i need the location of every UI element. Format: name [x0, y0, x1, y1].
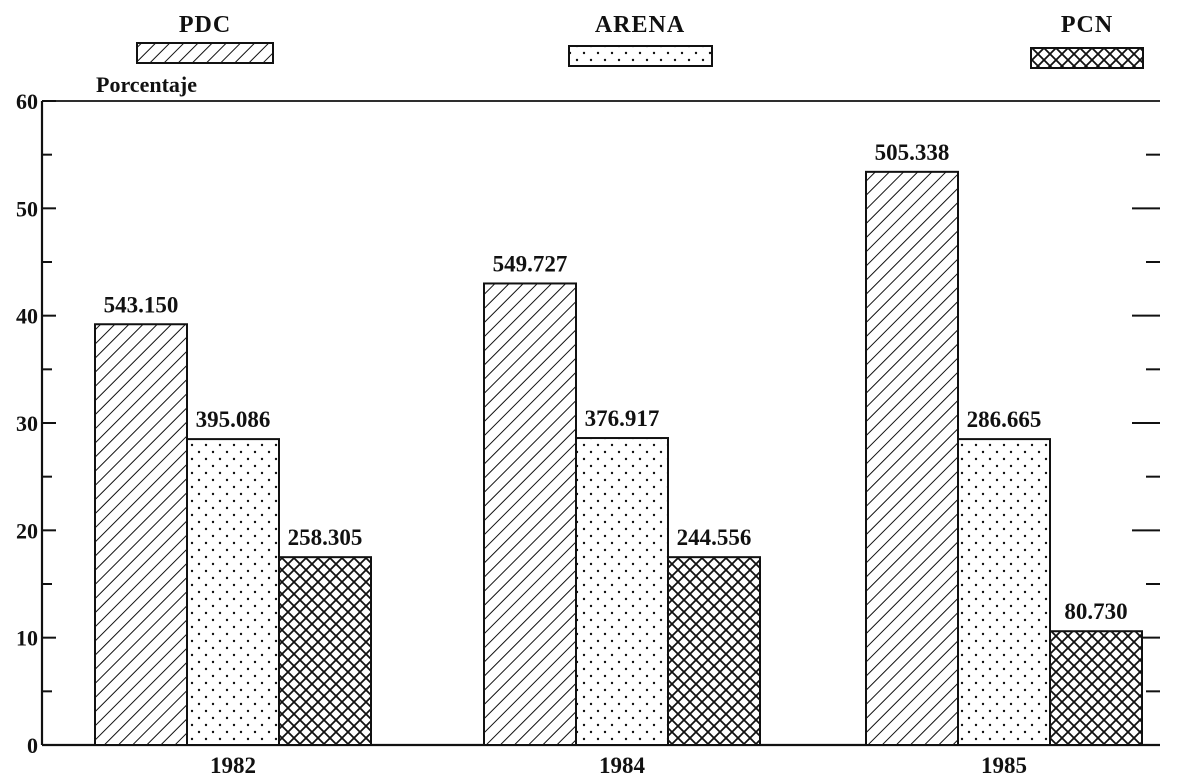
bar-arena-1984	[575, 437, 669, 746]
bar-pdc-1985	[865, 170, 959, 746]
y-tick-label: 0	[27, 733, 38, 758]
data-label-pdc-1982: 543.150	[104, 292, 179, 317]
x-tick-label: 1982	[210, 753, 256, 778]
bar-pdc-1982	[94, 323, 188, 746]
x-tick-label: 1984	[599, 753, 646, 778]
y-tick-label: 50	[16, 196, 38, 221]
legend: PDC ARENA PCN	[136, 12, 1144, 69]
bars	[94, 170, 1143, 747]
legend-label-pcn: PCN	[1061, 12, 1113, 38]
y-tick-label: 10	[16, 626, 38, 651]
y-axis-label: Porcentaje	[96, 72, 197, 97]
bar-pcn-1985	[1049, 630, 1143, 747]
data-label-arena-1982: 395.086	[196, 407, 271, 432]
legend-label-pdc: PDC	[179, 12, 231, 38]
data-label-arena-1984: 376.917	[585, 406, 660, 431]
bar-pcn-1984	[667, 556, 761, 747]
legend-label-arena: ARENA	[595, 12, 685, 38]
legend-swatch-pdc	[136, 42, 274, 64]
data-label-pcn-1984: 244.556	[677, 525, 752, 550]
data-label-pcn-1982: 258.305	[288, 525, 363, 550]
x-tick-label: 1985	[981, 753, 1027, 778]
y-tick-label: 30	[16, 411, 38, 436]
data-labels: 543.150 395.086 258.305 1982 549.727 376.917 2…	[104, 140, 1128, 778]
y-tick-label: 20	[16, 518, 38, 543]
y-tick-label: 60	[16, 89, 38, 114]
bar-arena-1982	[186, 438, 280, 746]
y-tick-label: 40	[16, 304, 38, 329]
bar-arena-1985	[957, 438, 1051, 746]
data-label-pdc-1984: 549.727	[493, 251, 568, 276]
data-label-pcn-1985: 80.730	[1064, 599, 1127, 624]
legend-swatch-arena	[568, 45, 713, 67]
data-label-arena-1985: 286.665	[967, 407, 1042, 432]
legend-swatch-pcn	[1030, 47, 1144, 69]
bar-pcn-1982	[278, 556, 372, 747]
bar-pdc-1984	[483, 282, 577, 746]
data-label-pdc-1985: 505.338	[875, 140, 950, 165]
